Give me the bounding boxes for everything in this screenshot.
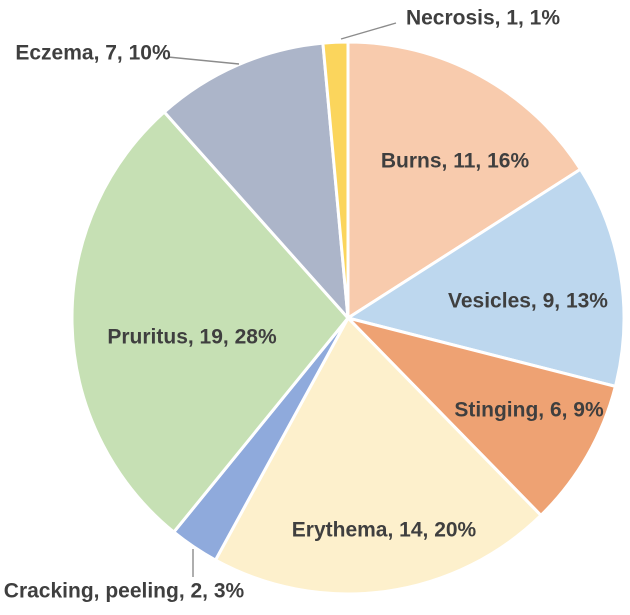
slice-label-vesicles: Vesicles, 9, 13% <box>448 290 608 313</box>
pie-slice-necrosis <box>321 40 350 320</box>
slice-label-cracking-peeling: Cracking, peeling, 2, 3% <box>4 580 245 603</box>
pie-slice-stinging <box>346 316 617 517</box>
slice-label-burns: Burns, 11, 16% <box>381 150 530 173</box>
slice-label-necrosis: Necrosis, 1, 1% <box>406 7 560 30</box>
slice-label-stinging: Stinging, 6, 9% <box>454 399 604 422</box>
pie-slice-eczema <box>162 41 350 320</box>
leader-line-eczema <box>167 56 240 65</box>
pie-slice-erythema <box>213 316 543 596</box>
leader-line-necrosis <box>340 22 397 40</box>
slice-label-erythema: Erythema, 14, 20% <box>292 519 477 542</box>
pie-slice-burns <box>346 40 582 320</box>
slice-label-eczema: Eczema, 7, 10% <box>15 42 171 65</box>
slice-label-pruritus: Pruritus, 19, 28% <box>107 326 277 349</box>
pie-slice-vesicles <box>346 167 626 388</box>
pie-slice-pruritus <box>70 110 350 534</box>
